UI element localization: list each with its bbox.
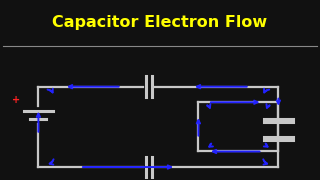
Text: +: + — [12, 95, 20, 105]
Text: Capacitor Electron Flow: Capacitor Electron Flow — [52, 15, 268, 30]
